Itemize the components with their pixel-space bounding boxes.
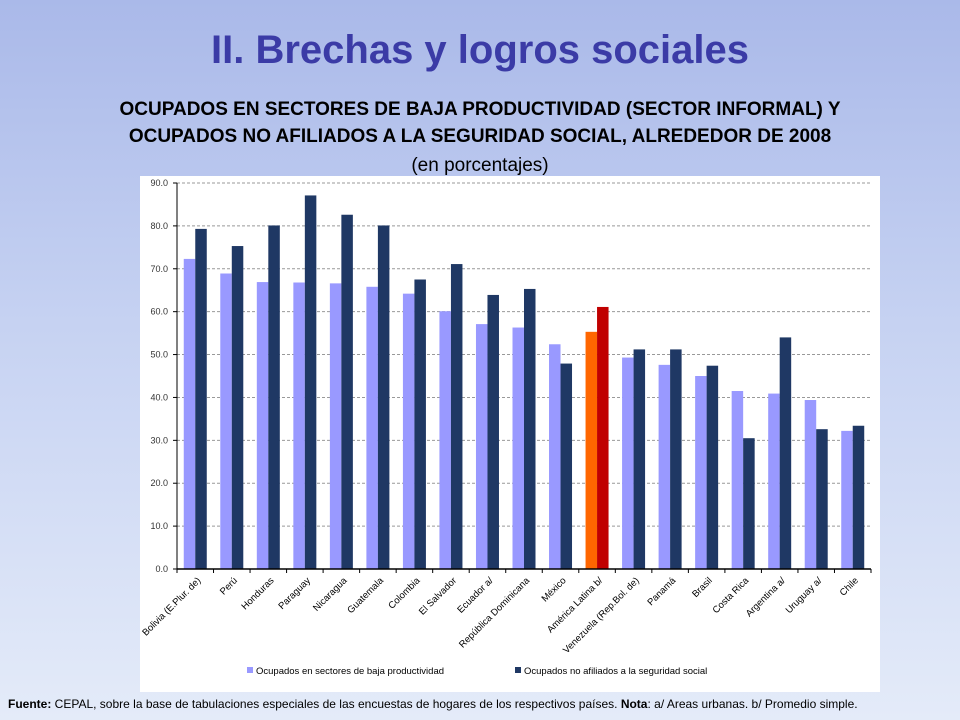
legend-swatch — [247, 667, 253, 673]
y-tick-label: 20.0 — [150, 478, 168, 488]
bar-no-afiliados — [195, 228, 207, 569]
bar-baja-productividad — [293, 282, 305, 569]
slide-title: II. Brechas y logros sociales — [210, 28, 750, 72]
y-tick-label: 50.0 — [150, 350, 168, 360]
bar-no-afiliados — [597, 306, 609, 569]
chart-heading-line1: OCUPADOS EN SECTORES DE BAJA PRODUCTIVID… — [119, 99, 841, 120]
bar-baja-productividad — [549, 344, 561, 569]
legend: Ocupados en sectores de baja productivid… — [247, 666, 707, 677]
bar-baja-productividad — [768, 393, 780, 569]
bar-no-afiliados — [670, 349, 682, 569]
bar-baja-productividad — [512, 327, 524, 569]
source-note: Fuente: CEPAL, sobre la base de tabulaci… — [8, 697, 958, 711]
bars — [183, 195, 865, 569]
legend-swatch — [515, 667, 521, 673]
bar-baja-productividad — [402, 293, 415, 569]
bar-no-afiliados — [377, 225, 390, 569]
bar-no-afiliados — [633, 349, 646, 569]
bar-no-afiliados — [560, 363, 573, 569]
y-tick-label: 70.0 — [150, 264, 168, 274]
bar-no-afiliados — [341, 214, 353, 569]
bar-baja-productividad — [183, 258, 196, 569]
bar-no-afiliados — [816, 429, 828, 569]
bar-baja-productividad — [585, 331, 598, 569]
bar-no-afiliados — [743, 438, 755, 569]
y-tick-label: 40.0 — [150, 392, 168, 402]
legend-label: Ocupados en sectores de baja productivid… — [256, 666, 444, 677]
bar-no-afiliados — [414, 279, 426, 569]
y-tick-label: 0.0 — [155, 564, 168, 574]
bar-baja-productividad — [329, 283, 342, 569]
y-tick-label: 30.0 — [150, 435, 168, 445]
legend-label: Ocupados no afiliados a la seguridad soc… — [524, 666, 707, 677]
bar-no-afiliados — [779, 337, 792, 569]
y-tick-label: 80.0 — [150, 221, 168, 231]
bar-baja-productividad — [366, 286, 378, 569]
bar-baja-productividad — [220, 273, 232, 569]
bar-baja-productividad — [841, 430, 853, 569]
y-tick-label: 10.0 — [150, 521, 168, 531]
source-text: CEPAL, sobre la base de tabulaciones esp… — [51, 697, 621, 711]
bar-no-afiliados — [450, 264, 463, 569]
bar-baja-productividad — [439, 311, 451, 569]
bar-no-afiliados — [304, 195, 317, 569]
bar-no-afiliados — [268, 225, 280, 569]
y-tick-label: 90.0 — [150, 178, 168, 188]
chart-heading-line2: OCUPADOS NO AFILIADOS A LA SEGURIDAD SOC… — [128, 126, 832, 147]
bar-baja-productividad — [731, 391, 744, 569]
note-label: Nota — [620, 697, 648, 711]
bar-baja-productividad — [256, 282, 269, 569]
bar-no-afiliados — [487, 294, 499, 569]
y-tick-label: 60.0 — [150, 307, 168, 317]
bar-baja-productividad — [622, 357, 634, 569]
bar-no-afiliados — [852, 425, 865, 569]
source-label: Fuente: — [8, 697, 52, 711]
chart-subheading: (en porcentajes) — [411, 155, 549, 176]
bar-no-afiliados — [231, 246, 244, 569]
bar-baja-productividad — [475, 324, 488, 569]
bar-baja-productividad — [695, 376, 707, 569]
bar-no-afiliados — [706, 365, 719, 569]
bar-no-afiliados — [524, 288, 536, 569]
chart-heading: OCUPADOS EN SECTORES DE BAJA PRODUCTIVID… — [10, 96, 950, 150]
bar-baja-productividad — [658, 364, 671, 569]
bar-baja-productividad — [804, 400, 817, 569]
note-text: : a/ Areas urbanas. b/ Promedio simple. — [647, 697, 858, 711]
